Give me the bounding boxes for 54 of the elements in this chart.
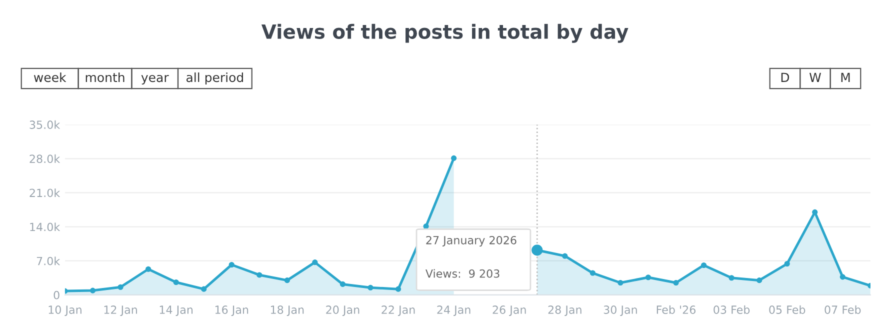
point: [590, 270, 596, 276]
point: [840, 274, 846, 280]
point: [284, 278, 290, 284]
y-tick-label: 14.0k: [30, 222, 60, 232]
point: [728, 275, 734, 281]
text: year: [141, 74, 169, 85]
y-tick-label: 35.0k: [30, 120, 60, 129]
chart-title: Views of the posts in total by day: [261, 24, 628, 43]
point: [340, 281, 346, 287]
point: [395, 286, 402, 292]
point: [201, 286, 207, 292]
x-tick-label: 18 Jan: [270, 306, 304, 316]
point: [368, 284, 374, 290]
point: [451, 155, 457, 161]
text: all period: [186, 72, 243, 85]
x-tick-label: 16 Jan: [215, 306, 248, 316]
x-tick-label: 14 Jan: [160, 306, 193, 316]
point: [228, 262, 234, 268]
text: W: [809, 72, 822, 82]
x-tick-label: Feb '26: [656, 305, 696, 314]
point: [118, 284, 124, 290]
point: [756, 278, 762, 284]
x-tick-label: 30 Jan: [604, 306, 637, 316]
y-tick-label: 7.0k: [36, 256, 60, 266]
text: month: [86, 72, 124, 82]
annotation: Views: 9 203: [426, 269, 500, 278]
point: [90, 288, 96, 294]
point: [618, 280, 624, 286]
annotation: 27 January 2026: [426, 236, 516, 247]
point: [700, 262, 707, 268]
point: [312, 260, 318, 266]
y-tick-label: 0: [54, 290, 60, 300]
point: [673, 280, 679, 286]
x-tick-label: 12 Jan: [104, 306, 137, 316]
x-tick-label: 24 Jan: [437, 306, 470, 316]
y-tick-label: 28.0k: [30, 154, 60, 164]
x-tick-label: 10 Jan: [48, 306, 82, 316]
y-tick-label: 21.0k: [30, 188, 60, 198]
x-tick-label: 05 Feb: [769, 305, 806, 314]
text: week: [34, 72, 66, 82]
point: [146, 266, 152, 272]
point: [645, 274, 652, 280]
point: [256, 272, 262, 278]
point: [562, 253, 568, 259]
point: [784, 260, 790, 267]
x-tick-label: 20 Jan: [326, 306, 360, 316]
text: M: [841, 72, 850, 82]
text: D: [781, 72, 790, 82]
x-tick-label: 22 Jan: [382, 306, 415, 316]
point: [173, 279, 179, 286]
x-tick-label: 26 Jan: [492, 306, 526, 316]
x-tick-label: 07 Feb: [824, 305, 861, 314]
x-tick-label: 28 Jan: [548, 306, 582, 316]
x-tick-label: 03 Feb: [714, 305, 750, 314]
